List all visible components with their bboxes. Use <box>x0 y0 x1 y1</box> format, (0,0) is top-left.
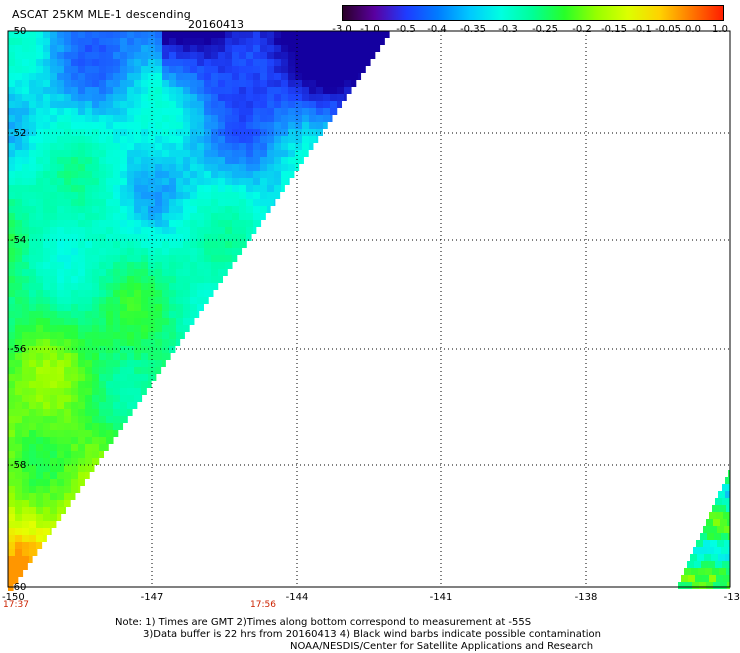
time-label-start: 17:37 <box>3 600 29 610</box>
longitude-axis: -150-147-144-141-138-13 <box>2 592 740 603</box>
lat-tick-label: -58 <box>10 460 26 471</box>
lon-tick-label: -13 <box>724 592 740 603</box>
lon-tick-label: -141 <box>430 592 453 603</box>
note-line-2: 3)Data buffer is 22 hrs from 20160413 4)… <box>115 629 601 640</box>
swath-data-layer <box>8 31 730 591</box>
note-line-1: Note: 1) Times are GMT 2)Times along bot… <box>115 617 531 628</box>
time-label-mid: 17:56 <box>250 600 276 610</box>
lat-tick-label: -52 <box>10 128 26 139</box>
lat-tick-label: -54 <box>10 235 26 246</box>
lon-tick-label: -147 <box>141 592 164 603</box>
lat-tick-label: -56 <box>10 344 26 355</box>
footer-note: Note: 1) Times are GMT 2)Times along bot… <box>115 617 601 653</box>
lon-tick-label: -138 <box>575 592 598 603</box>
lon-tick-label: -144 <box>286 592 309 603</box>
note-line-3: NOAA/NESDIS/Center for Satellite Applica… <box>115 641 593 652</box>
lat-tick-label: -50 <box>10 26 26 37</box>
